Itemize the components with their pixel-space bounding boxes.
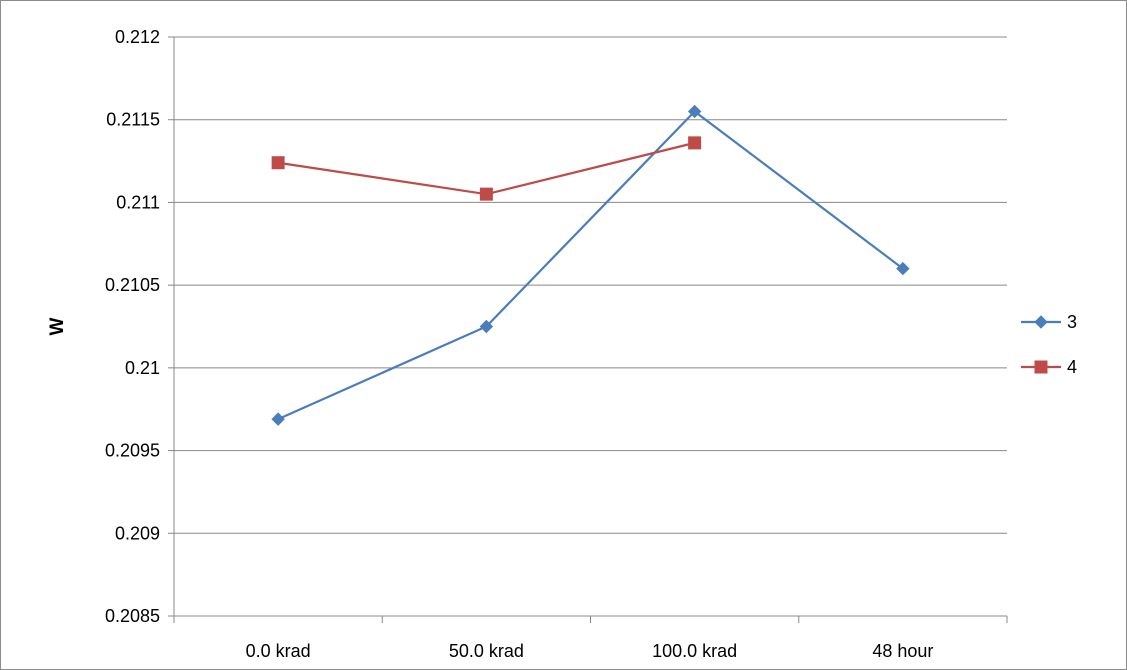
y-tick-label: 0.2105 [105,275,160,295]
y-axis-title: W [47,317,68,335]
y-tick-label: 0.2095 [105,441,160,461]
x-tick-label: 0.0 krad [246,641,311,661]
data-point [687,104,702,119]
y-tick-label: 0.211 [116,192,160,212]
legend-marker [1034,315,1048,329]
series-4 [271,136,702,201]
y-tick-label: 0.21 [125,358,160,378]
x-tick-label: 100.0 krad [652,641,737,661]
y-axis-tick-labels: 0.212 0.2115 0.211 0.2105 0.21 0.2095 0.209 0.2… [105,27,160,626]
legend-label: 3 [1067,312,1077,332]
x-axis-tick-labels: 0.0 krad 50.0 krad 100.0 krad 48 hour [173,616,1008,661]
y-tick-label: 0.2115 [106,110,160,130]
data-point [479,319,494,334]
legend-item: 4 [1021,357,1077,377]
x-tick-label: 48 hour [872,641,933,661]
y-tick-label: 0.2085 [105,606,160,626]
gridlines [168,36,1007,617]
legend-marker [1034,360,1048,374]
series-line [277,141,695,196]
series-line [277,109,904,421]
data-point [271,156,285,170]
legend-item: 3 [1021,312,1077,332]
y-tick-label: 0.209 [115,523,160,543]
data-point [896,261,910,276]
data-point [688,136,702,150]
legend: 34 [1021,312,1077,377]
legend-label: 4 [1067,357,1077,377]
y-tick-label: 0.212 [115,27,160,47]
data-point [271,412,285,426]
x-tick-label: 50.0 krad [449,641,524,661]
data-point [479,187,493,201]
series-3 [271,104,910,426]
